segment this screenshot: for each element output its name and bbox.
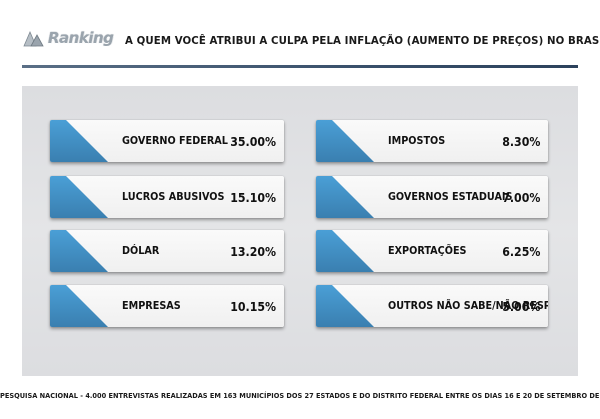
accent-wedge (50, 285, 108, 327)
header: Ranking A QUEM VOCÊ ATRIBUI A CULPA PELA… (0, 0, 600, 64)
accent-wedge (316, 120, 374, 162)
percentage-value: 10.15% (230, 298, 276, 314)
accent-wedge (50, 176, 108, 218)
percentage-value: 15.10% (230, 189, 276, 205)
accent-wedge (50, 230, 108, 272)
accent-wedge (50, 120, 108, 162)
category-label: GOVERNOS ESTADUAIS (388, 191, 513, 203)
category-label: IMPOSTOS (388, 135, 446, 147)
percentage-value: 7.00% (501, 189, 540, 205)
category-label: GOVERNO FEDERAL (122, 135, 228, 147)
result-card-impostos: IMPOSTOS 8.30% (316, 120, 548, 162)
category-label: EMPRESAS (122, 300, 181, 312)
percentage-value: 35.00% (230, 133, 276, 149)
result-card-outros-nao-sabe-nao-resp: OUTROS NÃO SABE/NÃO RESP. 5.00% (316, 285, 548, 327)
percentage-value: 13.20% (230, 243, 276, 259)
result-card-governos-estaduais: GOVERNOS ESTADUAIS 7.00% (316, 176, 548, 218)
result-card-lucros-abusivos: LUCROS ABUSIVOS 15.10% (50, 176, 284, 218)
result-card-empresas: EMPRESAS 10.15% (50, 285, 284, 327)
ranking-logo: Ranking (22, 28, 114, 48)
result-card-governo-federal: GOVERNO FEDERAL 35.00% (50, 120, 284, 162)
logo-text: Ranking (48, 29, 114, 47)
percentage-value: 6.25% (501, 243, 540, 259)
category-label: EXPORTAÇÕES (388, 245, 467, 257)
result-card-dolar: DÓLAR 13.20% (50, 230, 284, 272)
accent-wedge (316, 285, 374, 327)
category-label: OUTROS NÃO SABE/NÃO RESP. (388, 300, 548, 312)
result-card-exportacoes: EXPORTAÇÕES 6.25% (316, 230, 548, 272)
page-title: A QUEM VOCÊ ATRIBUI A CULPA PELA INFLAÇÃ… (125, 36, 600, 47)
category-label: DÓLAR (122, 245, 160, 257)
percentage-value: 8.30% (501, 133, 540, 149)
ranking-logo-icon (23, 30, 44, 47)
percentage-value: 5.00% (501, 298, 540, 314)
accent-wedge (316, 230, 374, 272)
category-label: LUCROS ABUSIVOS (122, 191, 225, 203)
header-divider (22, 65, 578, 68)
survey-footnote: PESQUISA NACIONAL - 4.000 ENTREVISTAS RE… (0, 392, 600, 400)
accent-wedge (316, 176, 374, 218)
